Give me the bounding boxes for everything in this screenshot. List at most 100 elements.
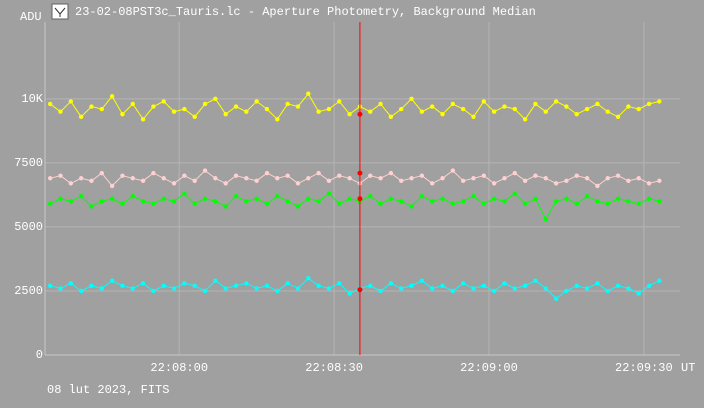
data-point	[182, 281, 187, 286]
data-point	[440, 196, 445, 201]
data-point	[543, 176, 548, 181]
data-point	[161, 283, 166, 289]
chart-title: 23-02-08PST3c_Tauris.lc - Aperture Photo…	[75, 5, 536, 19]
data-point	[481, 283, 487, 289]
data-point	[202, 196, 208, 201]
x-tick-label: 22:09:30	[615, 361, 673, 375]
data-point	[502, 199, 507, 204]
series-line	[50, 277, 660, 300]
data-point	[471, 176, 476, 181]
data-point	[151, 288, 156, 294]
data-point	[522, 117, 528, 122]
data-point	[512, 191, 517, 196]
cursor-point	[357, 196, 363, 202]
data-point	[512, 106, 517, 112]
x-tick-label: 22:08:30	[305, 361, 363, 375]
data-point	[409, 176, 414, 181]
data-point	[646, 196, 652, 201]
data-point	[409, 204, 414, 209]
data-point	[151, 170, 156, 176]
data-point	[646, 283, 652, 289]
data-point	[68, 281, 74, 286]
data-point	[584, 193, 590, 199]
data-point	[316, 199, 321, 204]
data-point	[409, 283, 414, 289]
data-point	[553, 181, 559, 186]
data-point	[584, 286, 590, 291]
data-point	[316, 109, 321, 114]
data-point	[378, 288, 383, 294]
data-point	[481, 99, 487, 104]
data-point	[429, 286, 435, 291]
data-point	[130, 286, 135, 291]
data-point	[615, 173, 621, 178]
data-point	[109, 94, 115, 99]
data-point	[151, 104, 156, 109]
data-point	[595, 183, 600, 189]
data-point	[574, 112, 579, 117]
cursor-point	[357, 170, 363, 176]
data-point	[58, 196, 63, 201]
data-point	[140, 117, 146, 122]
data-point	[295, 286, 301, 291]
data-point	[306, 275, 311, 281]
data-point	[109, 196, 115, 201]
data-point	[543, 109, 548, 114]
data-point	[378, 201, 383, 207]
data-point	[140, 178, 146, 184]
data-point	[140, 199, 146, 204]
data-point	[553, 99, 559, 104]
data-point	[399, 178, 404, 184]
data-point	[233, 104, 239, 109]
data-point	[522, 283, 528, 289]
data-point	[151, 201, 156, 207]
data-point	[244, 199, 249, 204]
data-point	[368, 283, 373, 289]
data-point	[502, 281, 507, 286]
data-point	[388, 114, 394, 119]
data-point	[182, 191, 187, 196]
data-point	[254, 286, 259, 291]
data-point	[47, 283, 53, 289]
data-point	[502, 176, 507, 181]
data-point	[244, 281, 249, 286]
data-point	[171, 199, 177, 204]
data-point	[378, 101, 383, 107]
data-point	[615, 283, 621, 289]
data-point	[543, 286, 548, 291]
data-point	[161, 99, 166, 104]
data-point	[460, 178, 466, 184]
data-point	[419, 109, 425, 114]
x-tick-label: 22:09:00	[460, 361, 518, 375]
data-point	[161, 176, 166, 181]
data-point	[615, 196, 621, 201]
data-point	[399, 106, 404, 112]
data-point	[368, 109, 373, 114]
data-point	[450, 101, 456, 107]
data-point	[120, 283, 125, 289]
data-point	[295, 104, 301, 109]
data-point	[120, 173, 125, 178]
data-point	[223, 181, 228, 186]
data-point	[275, 117, 280, 122]
data-point	[574, 283, 579, 289]
y-tick-label: 5000	[14, 220, 43, 234]
data-point	[471, 286, 476, 291]
footer: 08 lut 2023, FITS	[47, 383, 169, 397]
data-point	[440, 283, 445, 289]
data-point	[574, 201, 579, 207]
y-tick-label: 0	[36, 348, 43, 362]
data-point	[419, 278, 425, 283]
data-point	[533, 278, 538, 283]
data-point	[626, 178, 631, 184]
data-point	[120, 112, 125, 117]
data-point	[78, 114, 84, 119]
data-point	[533, 173, 538, 178]
data-point	[481, 173, 487, 178]
data-point	[450, 288, 456, 294]
data-point	[636, 201, 641, 207]
data-point	[254, 178, 259, 184]
data-point	[491, 181, 497, 186]
data-point	[285, 199, 290, 204]
